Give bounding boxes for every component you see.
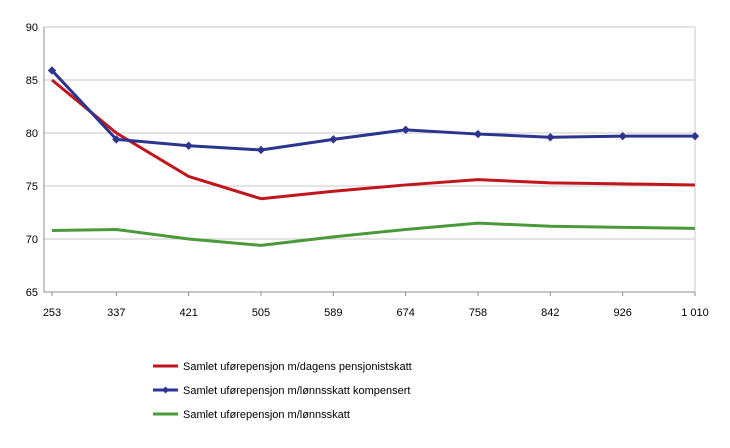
x-tick-label: 1 010 — [681, 307, 709, 319]
data-point — [47, 66, 57, 75]
data-point — [112, 135, 121, 144]
x-tick-label: 842 — [541, 307, 559, 319]
x-tick-label: 253 — [43, 307, 61, 319]
y-tick-label: 65 — [26, 287, 38, 299]
x-tick-label: 421 — [179, 307, 197, 319]
data-point — [690, 131, 700, 141]
x-tick-label: 758 — [469, 307, 487, 319]
data-point — [256, 145, 266, 155]
x-tick-label: 674 — [396, 307, 414, 319]
gridlines — [44, 26, 695, 240]
x-tick-label: 589 — [324, 307, 342, 319]
y-tick-label: 80 — [26, 128, 38, 140]
x-tick-label: 337 — [107, 307, 125, 319]
series-line-1 — [51, 78, 696, 201]
data-point — [473, 129, 483, 139]
series-line-2 — [50, 69, 695, 152]
y-tick-label: 85 — [26, 75, 38, 87]
legend-marker — [162, 386, 169, 394]
x-tick-label: 926 — [613, 307, 631, 319]
series-lines — [47, 66, 700, 247]
data-point — [329, 135, 338, 144]
legend-label-1: Samlet uførepensjon m/dagens pensjonists… — [183, 361, 412, 373]
data-point — [401, 125, 410, 135]
legend: Samlet uførepensjon m/dagens pensjonists… — [153, 361, 412, 421]
data-point — [618, 131, 627, 141]
legend-label-2: Samlet uførepensjon m/lønnsskatt kompens… — [183, 385, 410, 397]
y-tick-label: 90 — [26, 22, 38, 34]
series-line-3 — [51, 221, 696, 247]
y-tick-label: 75 — [26, 181, 38, 193]
x-tick-label: 505 — [252, 307, 270, 319]
data-point — [184, 141, 193, 150]
legend-label-3: Samlet uførepensjon m/lønnsskatt — [183, 409, 350, 421]
data-point — [546, 133, 555, 142]
axes: 65 70 75 80 85 90 253 337 421 505 589 674 758 842 926 1… — [26, 22, 709, 319]
y-tick-label: 70 — [26, 234, 38, 246]
